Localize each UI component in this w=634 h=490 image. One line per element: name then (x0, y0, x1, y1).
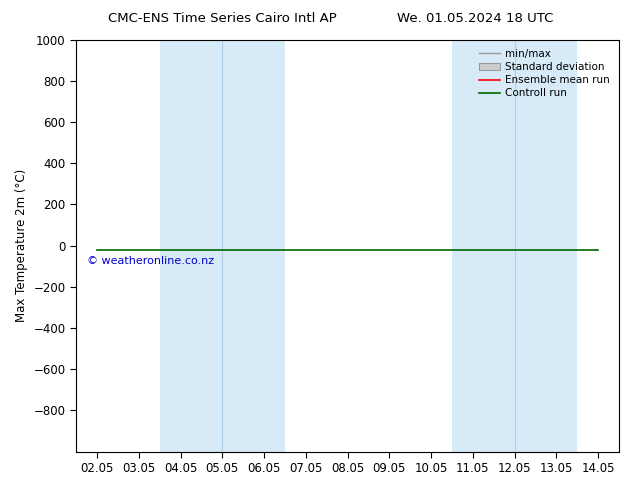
Text: © weatheronline.co.nz: © weatheronline.co.nz (87, 256, 214, 266)
Legend: min/max, Standard deviation, Ensemble mean run, Controll run: min/max, Standard deviation, Ensemble me… (475, 45, 614, 102)
Text: CMC-ENS Time Series Cairo Intl AP: CMC-ENS Time Series Cairo Intl AP (108, 12, 336, 25)
Text: We. 01.05.2024 18 UTC: We. 01.05.2024 18 UTC (398, 12, 553, 25)
Bar (160, 40, 285, 452)
Y-axis label: Max Temperature 2m (°C): Max Temperature 2m (°C) (15, 169, 28, 322)
Bar (452, 40, 577, 452)
